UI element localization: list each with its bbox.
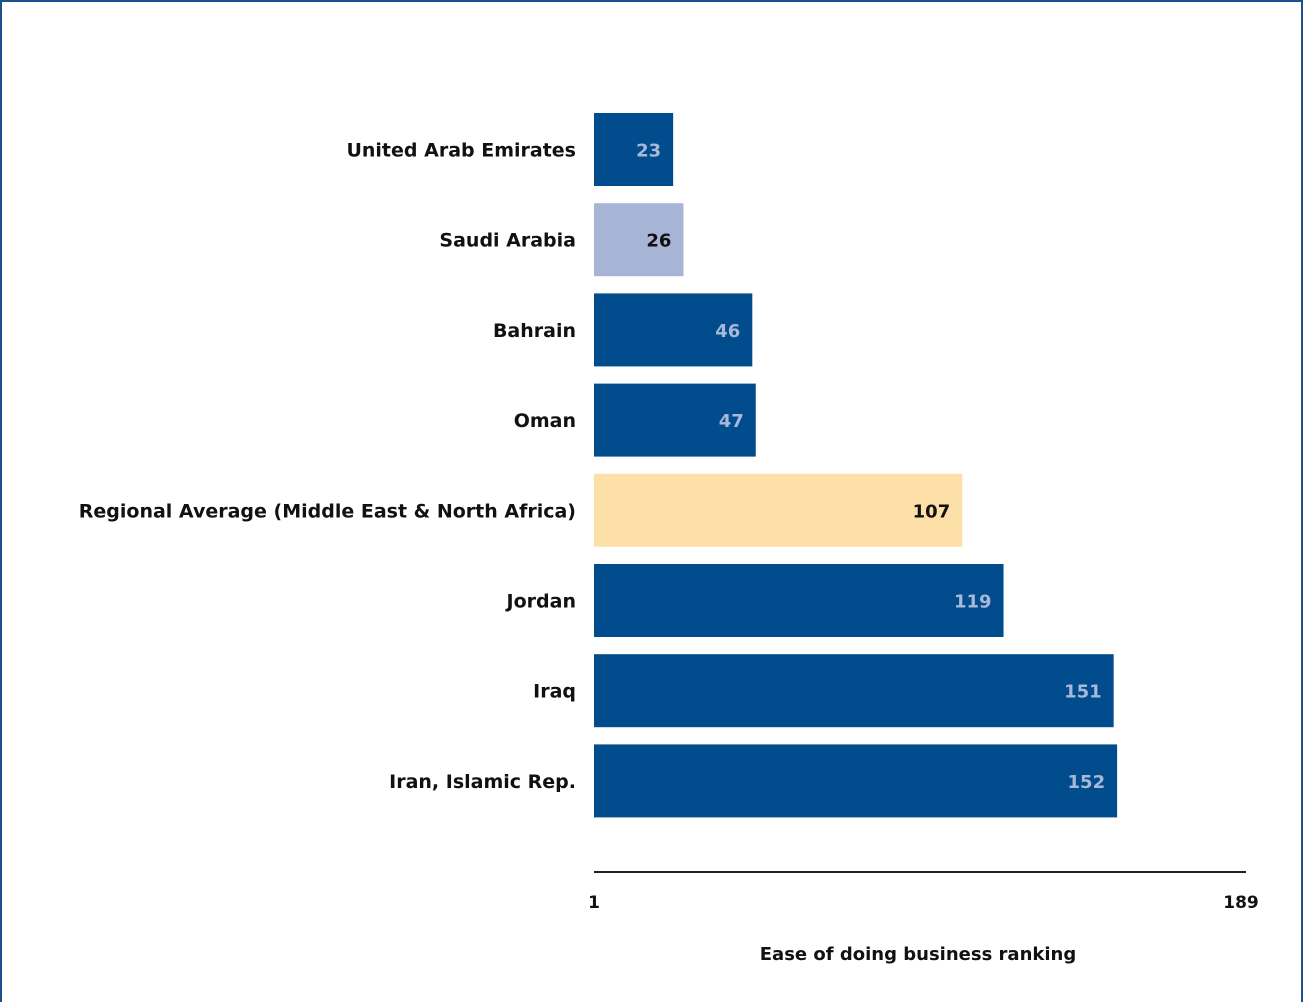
bar <box>594 293 753 367</box>
category-label: Jordan <box>505 591 576 613</box>
data-label: 119 <box>954 592 992 613</box>
data-label: 47 <box>719 411 744 432</box>
data-label: 46 <box>715 321 740 342</box>
category-label: Iran, Islamic Rep. <box>389 771 576 793</box>
x-axis-title: Ease of doing business ranking <box>760 944 1076 965</box>
value-labels: 23 26 46 47 107 119 151 152 <box>636 141 1105 793</box>
bar <box>594 744 1118 818</box>
data-label: 26 <box>646 231 671 252</box>
x-tick-label-min: 1 <box>588 893 600 913</box>
category-labels: United Arab Emirates Saudi Arabia Bahrain O… <box>79 140 576 793</box>
data-label: 151 <box>1064 682 1102 703</box>
bar <box>594 654 1114 728</box>
bar <box>594 383 756 457</box>
category-label: Bahrain <box>493 320 576 342</box>
category-label: Regional Average (Middle East & North Af… <box>79 500 576 522</box>
bar <box>594 113 674 186</box>
data-label: 107 <box>913 501 951 522</box>
bar <box>594 564 1004 637</box>
category-label: Oman <box>514 410 576 432</box>
bar <box>594 203 684 277</box>
bars-layer <box>594 113 1118 818</box>
data-label: 152 <box>1068 772 1106 793</box>
category-label: United Arab Emirates <box>346 140 576 162</box>
data-label: 23 <box>636 141 661 162</box>
category-label: Iraq <box>533 681 576 703</box>
category-label: Saudi Arabia <box>439 230 576 252</box>
x-tick-label-max: 189 <box>1223 893 1259 913</box>
bar <box>594 473 963 547</box>
